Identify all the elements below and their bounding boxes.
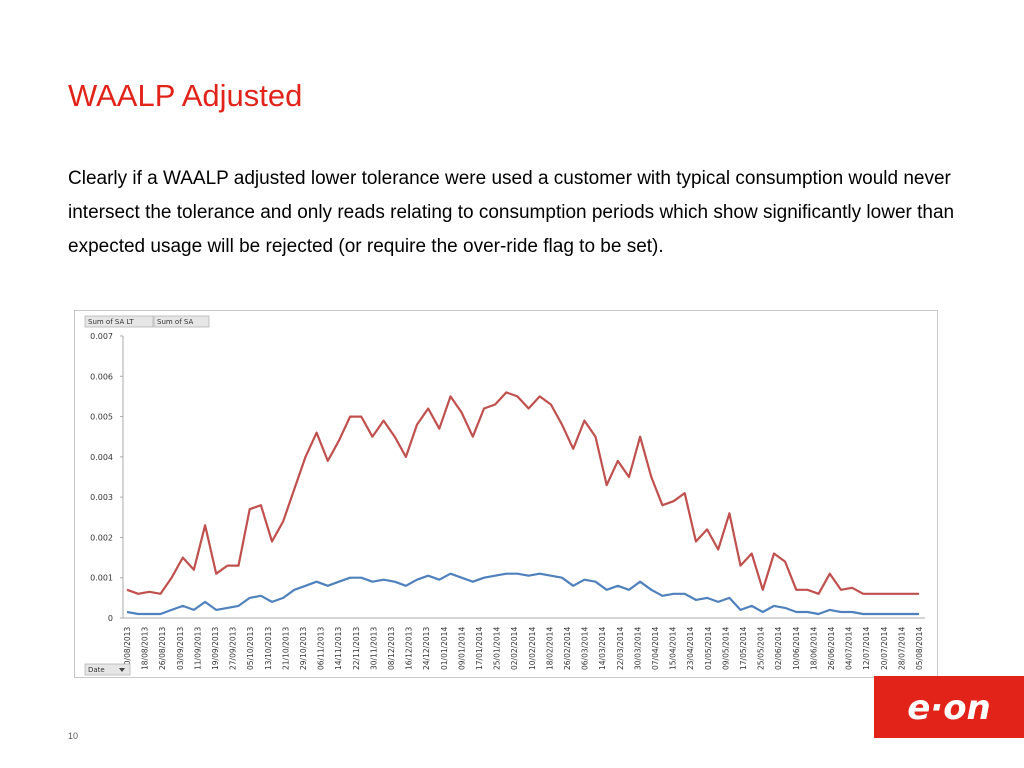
x-tick-label: 27/09/2013 [229, 627, 238, 670]
field-button-sa-label: Sum of SA [157, 318, 193, 326]
x-tick-label: 30/03/2014 [633, 627, 642, 670]
x-tick-label: 18/06/2014 [809, 627, 818, 670]
y-tick-label: 0.001 [90, 574, 113, 583]
field-button-sa[interactable]: Sum of SA [153, 315, 210, 328]
y-tick-label: 0 [108, 614, 113, 623]
y-tick-label: 0.003 [90, 493, 113, 502]
x-tick-label: 29/10/2013 [299, 627, 308, 670]
x-tick-label: 19/09/2013 [211, 627, 220, 670]
x-tick-label: 25/05/2014 [757, 627, 766, 670]
y-tick-label: 0.004 [90, 453, 113, 462]
x-tick-label: 21/10/2013 [281, 627, 290, 670]
x-tick-label: 17/05/2014 [739, 627, 748, 670]
x-tick-label: 24/12/2013 [422, 627, 431, 670]
field-button-sa-lt-label: Sum of SA LT [88, 318, 134, 326]
x-tick-label: 20/07/2014 [880, 627, 889, 670]
x-tick-label: 22/11/2013 [352, 627, 361, 670]
y-tick-label: 0.002 [90, 533, 113, 542]
x-tick-label: 28/07/2014 [897, 627, 906, 670]
x-tick-label: 23/04/2014 [686, 627, 695, 670]
x-tick-label: 14/11/2013 [334, 627, 343, 670]
series-line-1 [126, 391, 919, 595]
x-tick-label: 25/01/2014 [493, 627, 502, 670]
chart-frame: Sum of SA LT Sum of SA 0 0.001 0.002 0.003 0… [74, 310, 938, 678]
x-tick-label: 06/11/2013 [317, 627, 326, 670]
logo-text: e·on [907, 688, 991, 728]
slide-title: WAALP Adjusted [68, 78, 303, 113]
x-tick-label: 02/02/2014 [510, 627, 519, 670]
x-tick-label: 10/06/2014 [792, 627, 801, 670]
x-tick-label: 01/01/2014 [440, 627, 449, 670]
page-number: 10 [68, 731, 79, 741]
date-field-button[interactable]: Date [84, 663, 131, 676]
triangle-down-icon [119, 668, 125, 672]
x-tick-label: 07/04/2014 [651, 627, 660, 670]
x-tick-label: 22/03/2014 [616, 627, 625, 670]
x-tick-label: 04/07/2014 [845, 627, 854, 670]
x-tick-label: 13/10/2013 [264, 627, 273, 670]
x-tick-label: 05/08/2014 [915, 627, 924, 670]
x-tick-label: 18/02/2014 [545, 627, 554, 670]
x-tick-label: 15/04/2014 [669, 627, 678, 670]
x-tick-label: 14/03/2014 [598, 627, 607, 670]
date-field-button-label: Date [88, 666, 105, 674]
x-tick-label: 02/06/2014 [774, 627, 783, 670]
x-tick-label: 11/09/2013 [193, 627, 202, 670]
x-tick-label: 03/09/2013 [176, 627, 185, 670]
field-button-sa-lt[interactable]: Sum of SA LT [84, 315, 154, 328]
x-tick-label: 18/08/2013 [141, 627, 150, 670]
x-tick-label: 09/05/2014 [721, 627, 730, 670]
y-tick-label: 0.005 [90, 413, 113, 422]
x-tick-label: 01/05/2014 [704, 627, 713, 670]
series-line-2 [126, 572, 919, 616]
slide-body-text: Clearly if a WAALP adjusted lower tolera… [68, 168, 955, 257]
x-tick-label: 10/08/2013 [123, 627, 132, 670]
y-tick-label: 0.006 [90, 372, 113, 381]
x-tick-label: 08/12/2013 [387, 627, 396, 670]
x-tick-label: 26/06/2014 [827, 627, 836, 670]
x-tick-label: 17/01/2014 [475, 627, 484, 670]
x-tick-label: 06/03/2014 [581, 627, 590, 670]
x-tick-label: 30/11/2013 [369, 627, 378, 670]
x-tick-label: 26/02/2014 [563, 627, 572, 670]
x-tick-label: 26/08/2013 [158, 627, 167, 670]
eon-logo: e·on [874, 676, 1024, 738]
x-tick-label: 10/02/2014 [528, 627, 537, 670]
line-chart: Sum of SA LT Sum of SA 0 0.001 0.002 0.003 0… [84, 315, 925, 676]
x-tick-label: 12/07/2014 [862, 627, 871, 670]
x-tick-label: 05/10/2013 [246, 627, 255, 670]
x-tick-label: 16/12/2013 [405, 627, 414, 670]
x-tick-label: 09/01/2014 [457, 627, 466, 670]
y-tick-label: 0.007 [90, 332, 113, 341]
